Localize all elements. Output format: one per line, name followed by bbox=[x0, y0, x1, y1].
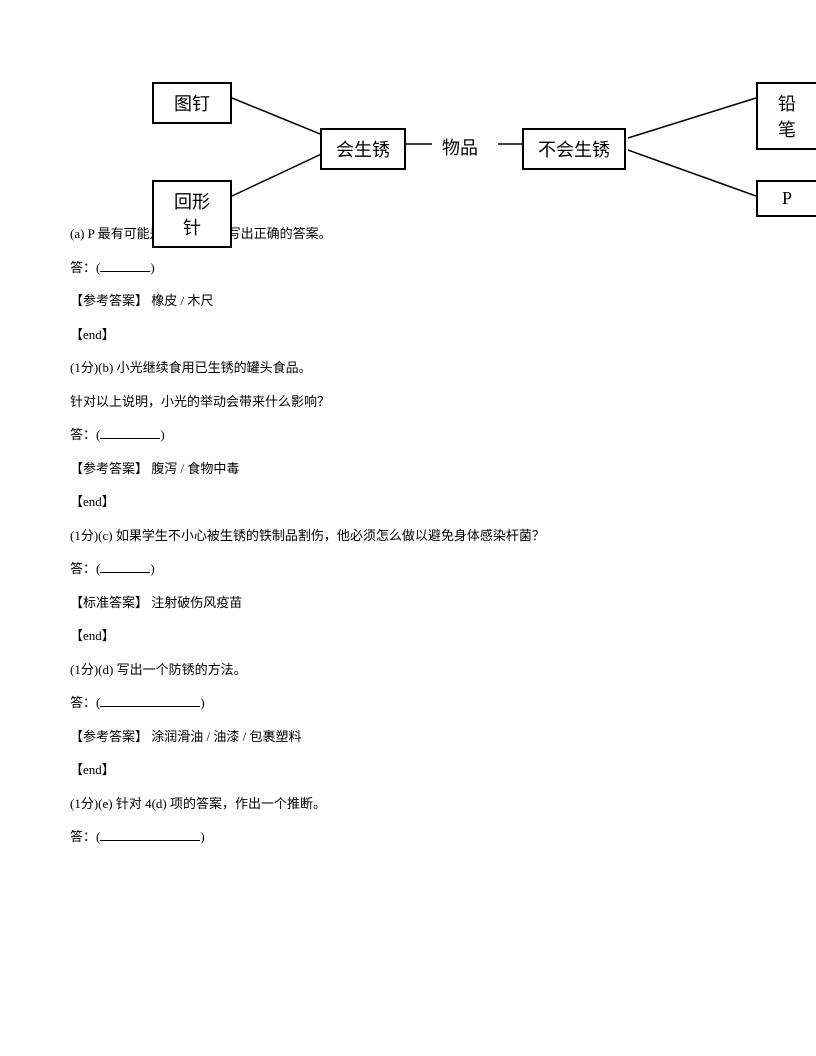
answer-a-suffix: ) bbox=[150, 260, 154, 275]
ref-answer-a: 【参考答案】 橡皮 / 木尺 bbox=[70, 291, 746, 311]
answer-c-line: 答：() bbox=[70, 559, 746, 579]
concept-diagram: 图钉 回形针 会生锈 物品 不会生锈 铅笔 P bbox=[0, 0, 816, 210]
answer-b-suffix: ) bbox=[160, 427, 164, 442]
question-b: (1分)(b) 小光继续食用已生锈的罐头食品。 bbox=[70, 358, 746, 378]
answer-e-suffix: ) bbox=[200, 829, 204, 844]
question-e: (1分)(e) 针对 4(d) 项的答案，作出一个推断。 bbox=[70, 794, 746, 814]
answer-b-prefix: 答：( bbox=[70, 427, 100, 442]
answer-d-prefix: 答：( bbox=[70, 695, 100, 710]
answer-e-prefix: 答：( bbox=[70, 829, 100, 844]
question-c: (1分)(c) 如果学生不小心被生锈的铁制品割伤，他必须怎么做以避免身体感染杆菌… bbox=[70, 526, 746, 546]
ref-answer-d: 【参考答案】 涂润滑油 / 油漆 / 包裹塑料 bbox=[70, 727, 746, 747]
ref-answer-c: 【标准答案】 注射破伤风疫苗 bbox=[70, 593, 746, 613]
question-b-followup: 针对以上说明，小光的举动会带来什么影响？ bbox=[70, 392, 746, 412]
question-d: (1分)(d) 写出一个防锈的方法。 bbox=[70, 660, 746, 680]
answer-b-line: 答：() bbox=[70, 425, 746, 445]
answer-e-blank[interactable] bbox=[100, 828, 200, 841]
end-c: 【end】 bbox=[70, 626, 746, 646]
answer-e-line: 答：() bbox=[70, 827, 746, 847]
node-item: 物品 bbox=[432, 128, 488, 166]
answer-c-suffix: ) bbox=[150, 561, 154, 576]
ref-answer-b: 【参考答案】 腹泻 / 食物中毒 bbox=[70, 459, 746, 479]
node-p: P bbox=[756, 180, 816, 217]
node-tudin: 图钉 bbox=[152, 82, 232, 124]
end-a: 【end】 bbox=[70, 325, 746, 345]
answer-d-suffix: ) bbox=[200, 695, 204, 710]
node-wont-rust: 不会生锈 bbox=[522, 128, 626, 170]
answer-a-blank[interactable] bbox=[100, 259, 150, 272]
answer-d-blank[interactable] bbox=[100, 694, 200, 707]
answer-d-line: 答：() bbox=[70, 693, 746, 713]
answer-b-blank[interactable] bbox=[100, 426, 160, 439]
end-b: 【end】 bbox=[70, 492, 746, 512]
answer-c-prefix: 答：( bbox=[70, 561, 100, 576]
end-d: 【end】 bbox=[70, 760, 746, 780]
node-pencil: 铅笔 bbox=[756, 82, 816, 150]
node-huixingzhen: 回形针 bbox=[152, 180, 232, 248]
answer-c-blank[interactable] bbox=[100, 560, 150, 573]
answer-a-prefix: 答：( bbox=[70, 260, 100, 275]
diagram-lines bbox=[0, 0, 816, 210]
node-will-rust: 会生锈 bbox=[320, 128, 406, 170]
question-content: (a) P 最有可能是什么物品？写出正确的答案。 答：() 【参考答案】 橡皮 … bbox=[0, 224, 816, 847]
answer-a-line: 答：() bbox=[70, 258, 746, 278]
